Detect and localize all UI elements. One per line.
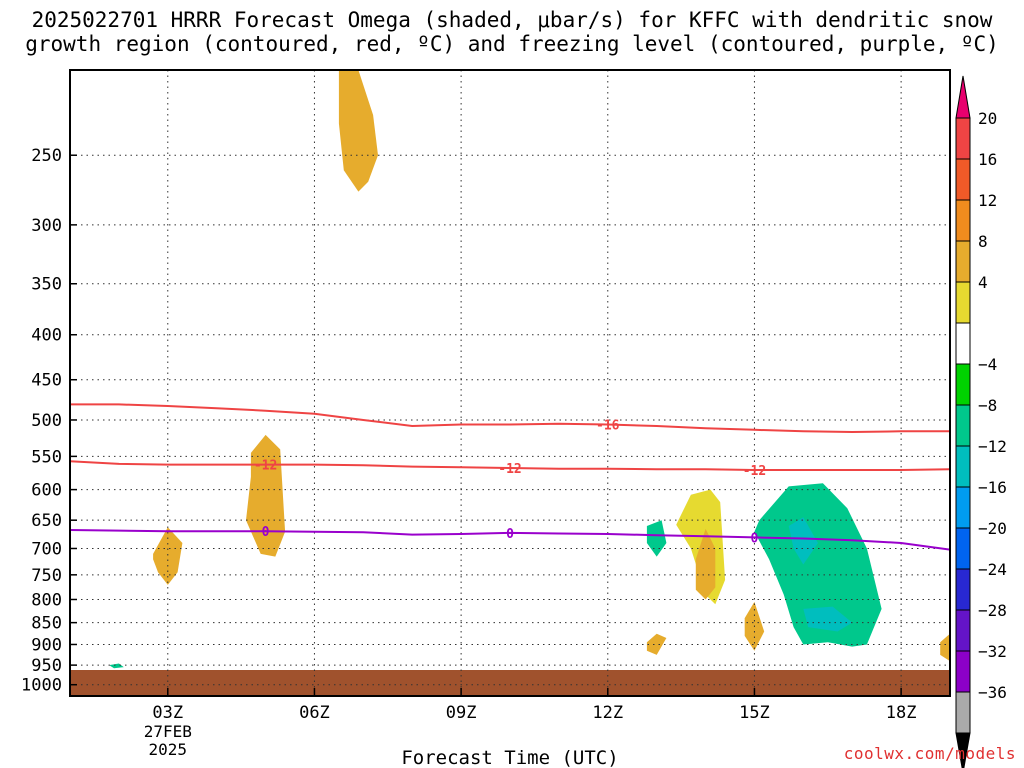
colorbar-label-13: −36 <box>978 683 1007 702</box>
freezing_level_0-line <box>70 529 950 551</box>
colorbar-label-0: 20 <box>978 109 997 128</box>
omega-region-2 <box>881 514 950 593</box>
omega-region-4 <box>788 517 818 565</box>
colorbar-label-5: −4 <box>978 355 997 374</box>
colorbar-bin-8 <box>955 445 971 488</box>
y-tick-label-650: 650 <box>31 511 62 531</box>
colorbar-bin-12 <box>955 609 971 652</box>
y-tick-label-900: 900 <box>31 635 62 655</box>
dendritic_growth_minus16-line <box>70 403 950 434</box>
omega-region-3 <box>754 483 882 647</box>
y-axis: 2503003504004505005506006507007508008509… <box>21 146 77 696</box>
omega-region-18 <box>686 627 716 659</box>
y-tick-label-600: 600 <box>31 481 62 501</box>
contour-layer: -16 -12 -12 -12 0 0 0 <box>70 403 950 551</box>
colorbar-label-8: −16 <box>978 478 1007 497</box>
y-tick-label-1000: 1000 <box>21 676 62 696</box>
colorbar-label-10: −24 <box>978 560 1007 579</box>
y-tick-label-500: 500 <box>31 411 62 431</box>
y-tick-label-850: 850 <box>31 614 62 634</box>
y-tick-label-300: 300 <box>31 216 62 236</box>
y-tick-label-950: 950 <box>31 656 62 676</box>
omega-region-5 <box>803 606 853 632</box>
y-tick-label-800: 800 <box>31 590 62 610</box>
colorbar-bin-1 <box>955 158 971 201</box>
y-tick-label-450: 450 <box>31 371 62 391</box>
x-axis-label: Forecast Time (UTC) <box>401 747 618 768</box>
credit-link[interactable]: coolwx.com/models <box>843 744 1016 763</box>
omega-region-6 <box>646 520 667 557</box>
dendritic_growth_minus16-label-0: -16 <box>596 419 620 434</box>
y-tick-label-250: 250 <box>31 146 62 166</box>
colorbar-bin-10 <box>955 527 971 570</box>
omega-region-8 <box>89 652 168 674</box>
y-tick-label-350: 350 <box>31 275 62 295</box>
y-tick-label-550: 550 <box>31 447 62 467</box>
omega-region-15 <box>695 528 716 600</box>
omega-region-14 <box>153 527 183 585</box>
colorbar-bin-2 <box>955 199 971 242</box>
grid-layer <box>70 70 950 696</box>
omega-shading-layer <box>89 70 950 674</box>
plot-frame <box>69 69 951 697</box>
colorbar-bin-0 <box>955 117 971 160</box>
freezing_level_0-label-2: 0 <box>751 531 759 546</box>
chart-title-line-2: growth region (contoured, red, ºC) and f… <box>25 32 999 56</box>
colorbar-label-12: −32 <box>978 642 1007 661</box>
colorbar-bin-6 <box>955 363 971 406</box>
colorbar-label-7: −12 <box>978 437 1007 456</box>
x-tick-label-12Z: 12Z <box>592 703 623 723</box>
colorbar: 20 16 12 8 4 −4 −8 −12 −16 −20 −24 −28 −32 −36 <box>955 75 1007 768</box>
x-tick-label-18Z: 18Z <box>886 703 917 723</box>
x-tick-sublabel-1: 2025 <box>149 740 188 759</box>
colorbar-bin-13 <box>955 650 971 693</box>
colorbar-bin-11 <box>955 568 971 611</box>
colorbar-label-11: −28 <box>978 601 1007 620</box>
y-tick-label-700: 700 <box>31 539 62 559</box>
omega-region-12 <box>338 70 378 192</box>
dendritic_growth_minus12-line <box>70 460 950 471</box>
freezing_level_0-label-0: 0 <box>262 525 270 540</box>
dendritic_growth_minus12-label-1: -12 <box>498 462 521 477</box>
freezing_level_0-label-1: 0 <box>506 527 514 542</box>
dendritic_growth_minus12-label-0: -12 <box>254 459 277 474</box>
colorbar-arrow-top <box>955 75 971 119</box>
omega-region-19 <box>940 633 950 662</box>
y-tick-label-750: 750 <box>31 566 62 586</box>
colorbar-label-1: 16 <box>978 150 997 169</box>
x-tick-label-06Z: 06Z <box>299 703 330 723</box>
colorbar-bin-9 <box>955 486 971 529</box>
ground-surface <box>70 670 950 696</box>
omega-region-11 <box>280 634 339 672</box>
colorbar-label-6: −8 <box>978 396 997 415</box>
y-tick-label-400: 400 <box>31 326 62 346</box>
chart-title: 2025022701 HRRR Forecast Omega (shaded, … <box>0 8 1024 56</box>
x-tick-label-15Z: 15Z <box>739 703 770 723</box>
dendritic_growth_minus12-label-2: -12 <box>743 464 766 479</box>
colorbar-bin-14 <box>955 691 971 734</box>
x-tick-label-03Z: 03Z <box>152 703 183 723</box>
chart-title-line-1: 2025022701 HRRR Forecast Omega (shaded, … <box>31 8 993 32</box>
x-tick-label-09Z: 09Z <box>446 703 477 723</box>
colorbar-label-2: 12 <box>978 191 997 210</box>
colorbar-arrow-bottom <box>955 732 971 768</box>
colorbar-label-9: −20 <box>978 519 1007 538</box>
colorbar-bin-3 <box>955 240 971 283</box>
colorbar-label-4: 4 <box>978 273 988 292</box>
x-tick-sublabel-0: 27FEB <box>144 722 192 741</box>
colorbar-label-3: 8 <box>978 232 988 251</box>
colorbar-bin-4 <box>955 281 971 324</box>
colorbar-bin-5 <box>955 322 971 365</box>
omega-region-7 <box>363 548 432 632</box>
omega-region-17 <box>646 633 667 655</box>
colorbar-bin-7 <box>955 404 971 447</box>
